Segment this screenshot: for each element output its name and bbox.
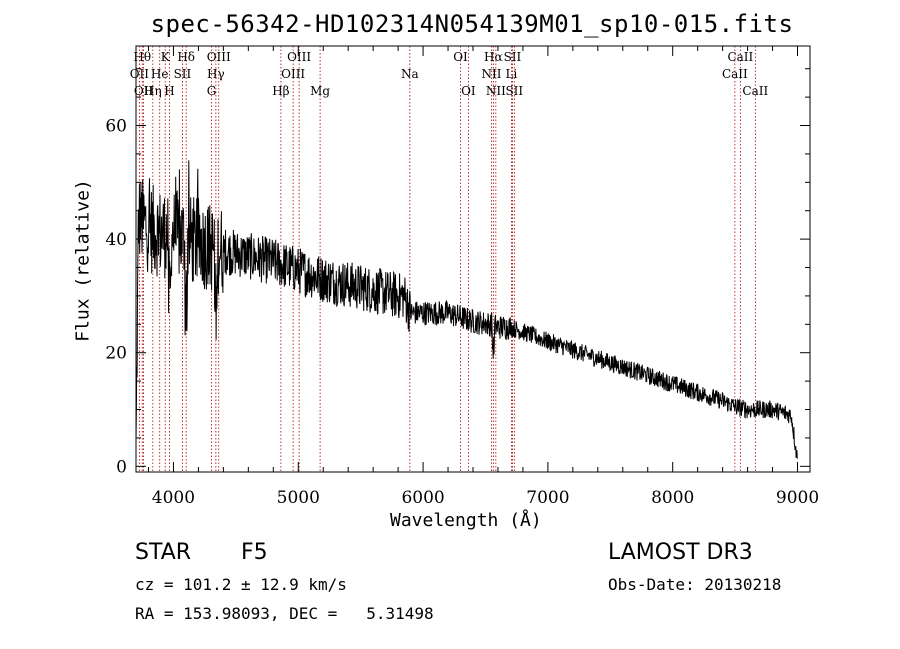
x-tick-label: 8000: [651, 488, 694, 508]
survey-name: LAMOST DR3: [608, 540, 753, 565]
spectral-line-label: OIII: [281, 67, 305, 81]
x-tick-label: 7000: [526, 488, 569, 508]
spectral-line-label: SII: [505, 84, 523, 98]
spectral-line-markers: [138, 46, 756, 472]
spectral-line-label: Hβ: [272, 84, 289, 98]
x-tick-label: 4000: [152, 488, 195, 508]
axis-ticks: 4000 5000 6000 7000 8000 9000 0 20 40 60: [105, 46, 819, 508]
spectral-line-label: CaII: [742, 84, 768, 98]
coordinates-readout: RA = 153.98093, DEC = 5.31498: [135, 604, 434, 623]
spectral-line-label: OII: [134, 84, 154, 98]
spectral-line-labels: OIIHθOIIHηKHeHSIIHδHγGOIIIHβOIIIOIIIMgNa…: [130, 50, 769, 98]
x-axis-label: Wavelength (Å): [390, 510, 542, 531]
spectral-line-label: OIII: [287, 50, 311, 64]
y-tick-label: 20: [105, 344, 127, 364]
x-tick-label: 9000: [776, 488, 819, 508]
spectral-line-label: Hγ: [207, 67, 225, 81]
spectral-line-label: OII: [130, 67, 150, 81]
spectral-line-label: Hδ: [177, 50, 195, 64]
spectral-line-label: OIII: [207, 50, 231, 64]
spectral-line-label: K: [161, 50, 171, 64]
observation-date: Obs-Date: 20130218: [608, 575, 782, 594]
spectral-line-label: SII: [174, 67, 192, 81]
spectral-line-label: Mg: [310, 84, 330, 98]
x-tick-label: 5000: [277, 488, 320, 508]
spectral-line-label: OI: [461, 84, 476, 98]
spectral-line-label: G: [207, 84, 217, 98]
spectral-line-label: Na: [401, 67, 419, 81]
spectral-line-label: Hθ: [133, 50, 151, 64]
chart-title: spec-56342-HD102314N054139M01_sp10-015.f…: [150, 10, 794, 38]
spectral-line-label: OI: [453, 50, 468, 64]
spectral-line-label: NII: [486, 84, 506, 98]
y-axis-label: Flux (relative): [72, 179, 94, 342]
y-tick-label: 40: [105, 230, 127, 250]
y-tick-label: 0: [116, 457, 127, 477]
spectral-line-label: NII: [481, 67, 501, 81]
spectrum-line: [135, 160, 798, 459]
redshift-readout: cz = 101.2 ± 12.9 km/s: [135, 575, 347, 594]
spectral-line-label: Li: [506, 67, 518, 81]
spectral-line-label: Hη: [144, 84, 162, 98]
spectral-line-label: CaII: [727, 50, 753, 64]
object-subclass: F5: [241, 540, 268, 565]
spectral-line-label: H: [164, 84, 174, 98]
spectral-line-label: Hα: [484, 50, 503, 64]
spectral-line-label: CaII: [722, 67, 748, 81]
x-tick-label: 6000: [401, 488, 444, 508]
spectral-line-label: SII: [504, 50, 522, 64]
spectrum-series: [135, 160, 798, 459]
object-class: STAR: [135, 540, 192, 565]
spectral-line-label: He: [151, 67, 169, 81]
y-tick-label: 60: [105, 117, 127, 137]
